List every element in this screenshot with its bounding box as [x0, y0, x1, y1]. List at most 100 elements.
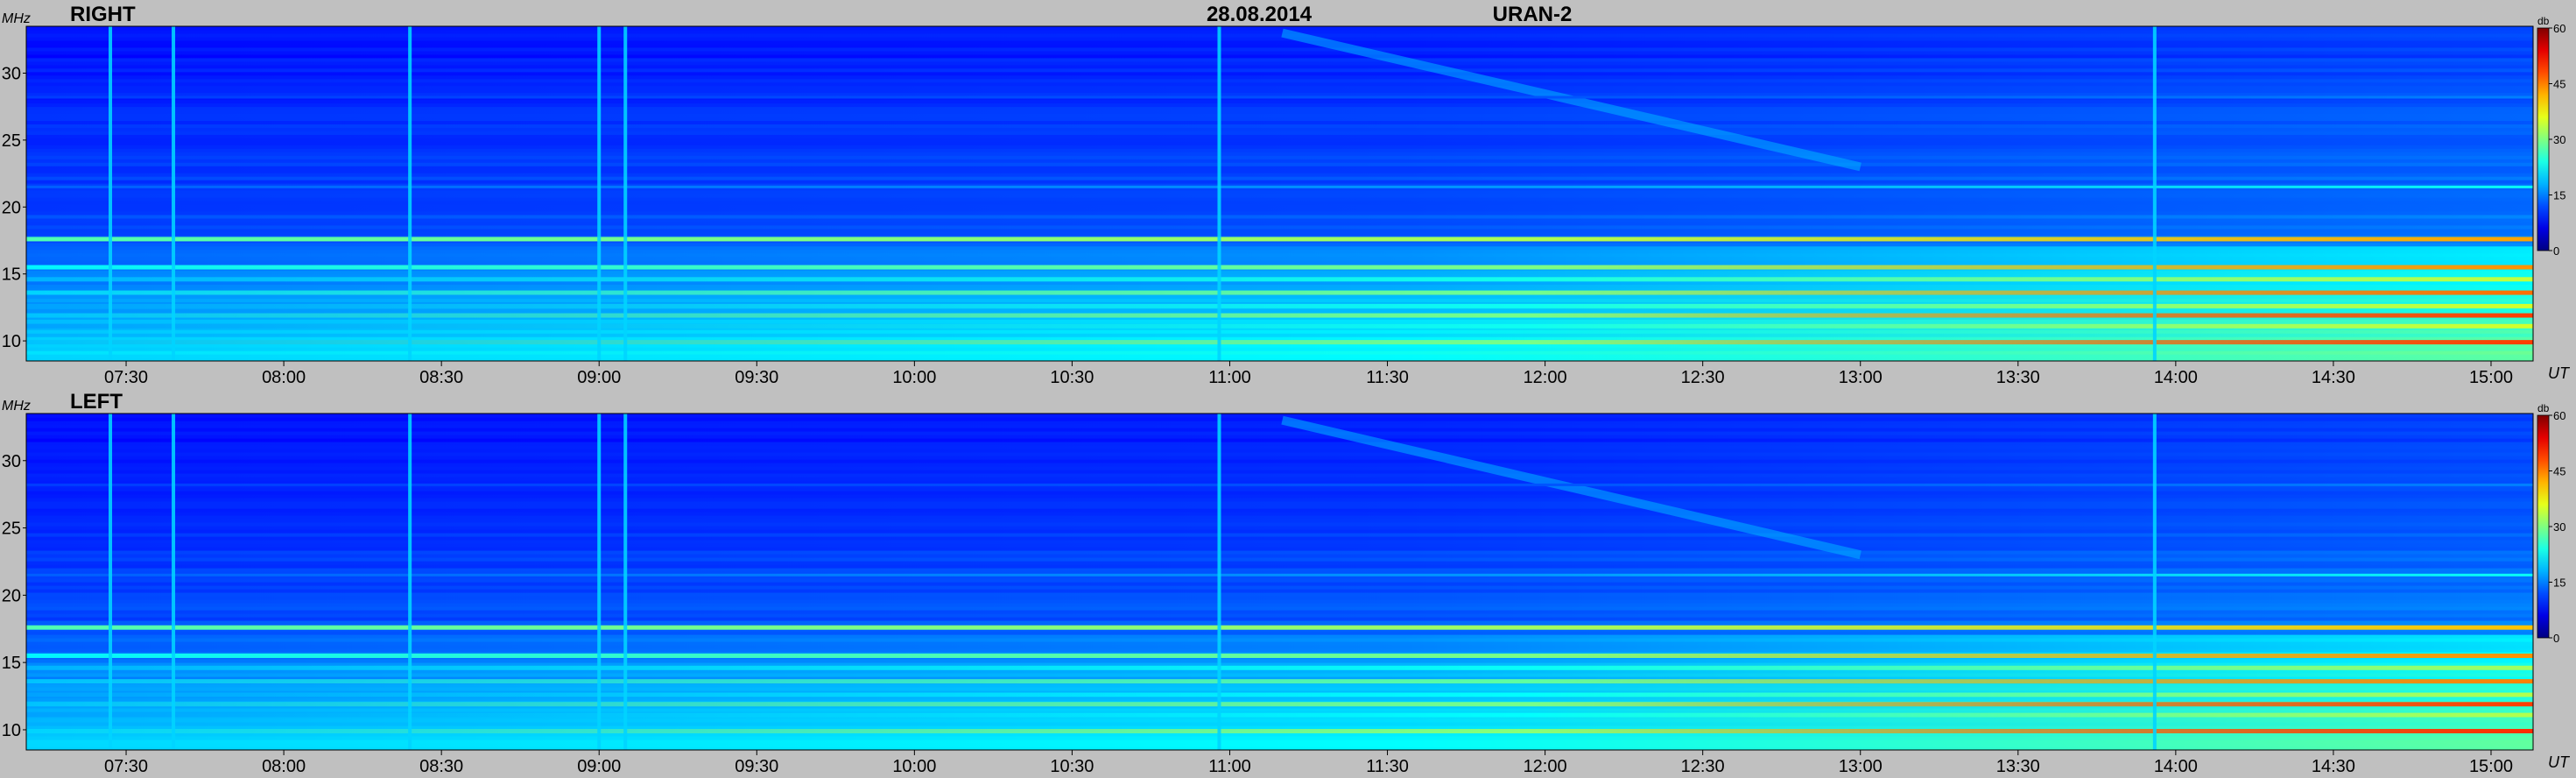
background-row: [26, 599, 2533, 604]
broadband-burst: [1217, 26, 1221, 361]
background-row: [26, 270, 2533, 275]
background-row: [26, 110, 2533, 115]
background-row: [26, 67, 2533, 73]
background-row: [26, 543, 2533, 548]
background-row: [26, 547, 2533, 551]
background-row: [26, 173, 2533, 177]
x-tick-label: 10:00: [892, 757, 936, 776]
background-row: [26, 347, 2533, 351]
background-row: [26, 43, 2533, 48]
background-row: [26, 498, 2533, 502]
background-row: [26, 259, 2533, 265]
background-row: [26, 596, 2533, 600]
interference-band: [26, 340, 2533, 345]
background-row: [26, 194, 2533, 198]
colorbar-tick-label: 60: [2553, 22, 2565, 35]
x-tick-label: 11:00: [1208, 368, 1251, 387]
background-row: [26, 319, 2533, 323]
background-row: [26, 568, 2533, 572]
x-tick-label: 08:00: [262, 757, 306, 776]
panel-left: LEFT MHz 10 15 20 25 30 07:30 08:00 08:30 09:00 09:…: [2, 390, 2571, 776]
background-row: [26, 32, 2533, 38]
y-axis-unit: MHz: [2, 11, 31, 26]
background-row: [26, 249, 2533, 254]
colorbar-tick-label: 30: [2553, 520, 2565, 534]
background-row: [26, 659, 2533, 663]
background-row: [26, 466, 2533, 470]
interference-band: [26, 679, 2533, 684]
background-row: [26, 428, 2533, 432]
background-row: [26, 301, 2533, 306]
background-row: [26, 725, 2533, 730]
background-row: [26, 357, 2533, 361]
x-tick-label: 14:30: [2312, 368, 2355, 387]
colorbar-tick-label: 0: [2553, 632, 2559, 645]
interference-band: [26, 277, 2533, 282]
spectrogram-plot: [26, 414, 2533, 750]
background-row: [26, 210, 2533, 216]
background-row: [26, 343, 2533, 348]
observation-date: 28.08.2014: [1207, 3, 1313, 26]
background-row: [26, 582, 2533, 586]
plot-frame: [25, 413, 2534, 751]
background-row: [26, 435, 2533, 439]
x-tick-label: 08:00: [262, 368, 306, 387]
background-row: [26, 71, 2533, 76]
panel-right: RIGHT MHz 10 15 20 25 30 07:30 08:00 08:30 09:00 09…: [2, 3, 2571, 387]
background-row: [26, 120, 2533, 125]
background-row: [26, 494, 2533, 499]
x-tick-label: 11:30: [1366, 368, 1409, 387]
x-tick-label: 11:00: [1208, 757, 1251, 776]
background-row: [26, 526, 2533, 530]
background-row: [26, 214, 2533, 219]
background-row: [26, 578, 2533, 583]
background-row: [26, 585, 2533, 590]
background-row: [26, 445, 2533, 449]
background-row: [26, 329, 2533, 334]
background-row: [26, 739, 2533, 744]
background-row: [26, 505, 2533, 509]
background-row: [26, 162, 2533, 166]
colorbar: db 0 15 30 45 60: [2537, 15, 2565, 258]
y-tick-label: 30: [2, 452, 21, 471]
broadband-burst: [1217, 414, 1221, 750]
colorbar-tick-label: 15: [2553, 576, 2565, 590]
background-row: [26, 252, 2533, 258]
x-tick-label: 10:30: [1050, 757, 1094, 776]
background-row: [26, 697, 2533, 702]
background-row: [26, 449, 2533, 453]
x-axis-unit: UT: [2548, 753, 2571, 771]
x-tick-label: 15:00: [2469, 757, 2513, 776]
background-row: [26, 217, 2533, 223]
background-row: [26, 442, 2533, 446]
background-row: [26, 603, 2533, 607]
background-row: [26, 743, 2533, 747]
drifting-feature: [1281, 28, 1862, 172]
background-row: [26, 669, 2533, 674]
background-row: [26, 480, 2533, 484]
background-row: [26, 522, 2533, 527]
background-row: [26, 501, 2533, 506]
broadband-burst: [172, 26, 176, 361]
background-row: [26, 676, 2533, 681]
background-row: [26, 196, 2533, 202]
x-tick-label: 07:30: [104, 368, 148, 387]
interference-band: [26, 573, 2533, 576]
panel-label: RIGHT: [70, 3, 136, 26]
background-row: [26, 463, 2533, 467]
x-tick-label: 08:30: [419, 368, 463, 387]
x-tick-label: 10:00: [892, 368, 936, 387]
background-row: [26, 554, 2533, 558]
background-row: [26, 78, 2533, 83]
background-row: [26, 74, 2533, 80]
x-tick-label: 13:30: [1996, 757, 2040, 776]
x-tick-label: 15:00: [2469, 368, 2513, 387]
background-row: [26, 536, 2533, 541]
background-row: [26, 575, 2533, 579]
broadband-burst: [2152, 26, 2157, 361]
background-row: [26, 452, 2533, 456]
x-tick-label: 12:30: [1681, 368, 1725, 387]
interference-band: [26, 625, 2533, 630]
interference-band: [26, 185, 2533, 188]
